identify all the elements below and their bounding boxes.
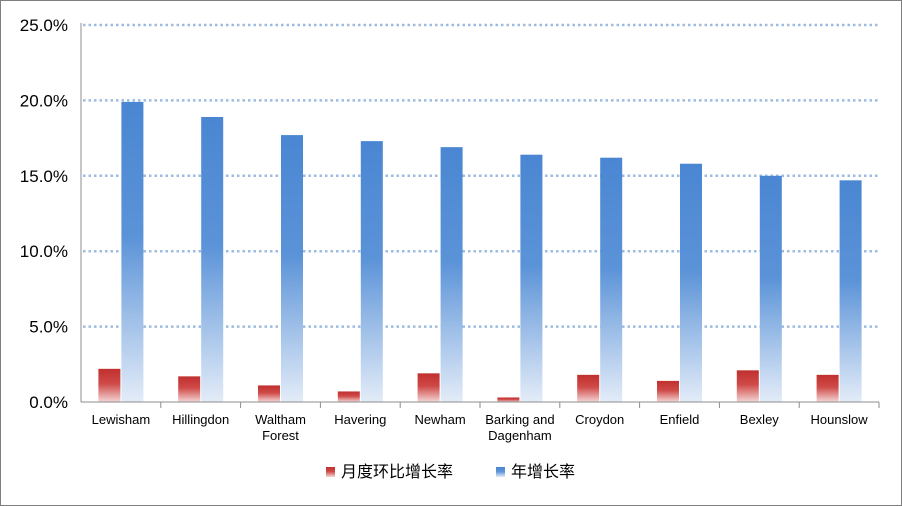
x-tick-label: Hillingdon	[172, 412, 229, 427]
bar-annual	[759, 175, 782, 402]
legend-label: 月度环比增长率	[341, 463, 453, 481]
legend-label: 年增长率	[511, 463, 575, 481]
bar-monthly	[417, 373, 440, 402]
bar-monthly	[816, 374, 839, 402]
legend: 月度环比增长率 年增长率	[326, 463, 575, 481]
bar-annual	[281, 135, 303, 403]
bar-monthly	[178, 376, 201, 402]
y-tick-label: 5.0%	[29, 318, 68, 337]
y-tick-label: 15.0%	[20, 167, 68, 186]
bar-annual	[360, 141, 383, 402]
bar-monthly	[497, 397, 520, 402]
x-tick-label: Barking and Dagenham	[485, 412, 554, 443]
x-tick-label: Newham	[414, 412, 465, 427]
x-tick-label: Lewisham	[92, 412, 151, 427]
bar-monthly	[337, 391, 360, 402]
bars	[98, 101, 862, 403]
bar-annual	[600, 157, 623, 402]
legend-swatch	[496, 467, 505, 477]
x-tick-label: Waltham Forest	[255, 412, 306, 443]
legend-swatch	[326, 467, 335, 477]
bar-monthly	[98, 368, 121, 402]
x-tick-label: Croydon	[575, 412, 624, 427]
bar-annual	[839, 180, 862, 402]
bar-annual	[121, 101, 144, 403]
bar-monthly	[736, 370, 759, 402]
bar-annual	[680, 163, 702, 402]
bar-annual	[440, 147, 463, 402]
y-tick-label: 20.0%	[20, 91, 68, 110]
bar-monthly	[657, 380, 679, 402]
bar-annual	[201, 116, 224, 402]
x-tick-label: Hounslow	[811, 412, 869, 427]
y-tick-label: 25.0%	[20, 16, 68, 35]
x-tick-label: Havering	[334, 412, 386, 427]
x-tick-label: Bexley	[740, 412, 780, 427]
y-tick-label: 10.0%	[20, 242, 68, 261]
bar-annual	[520, 154, 543, 402]
bar-monthly	[258, 385, 280, 402]
axes: 0.0% 5.0% 10.0% 15.0% 20.0% 25.0% Lewisham Hill…	[20, 16, 880, 443]
x-tick-label: Enfield	[660, 412, 700, 427]
y-tick-label: 0.0%	[29, 393, 68, 412]
bar-monthly	[577, 374, 600, 402]
